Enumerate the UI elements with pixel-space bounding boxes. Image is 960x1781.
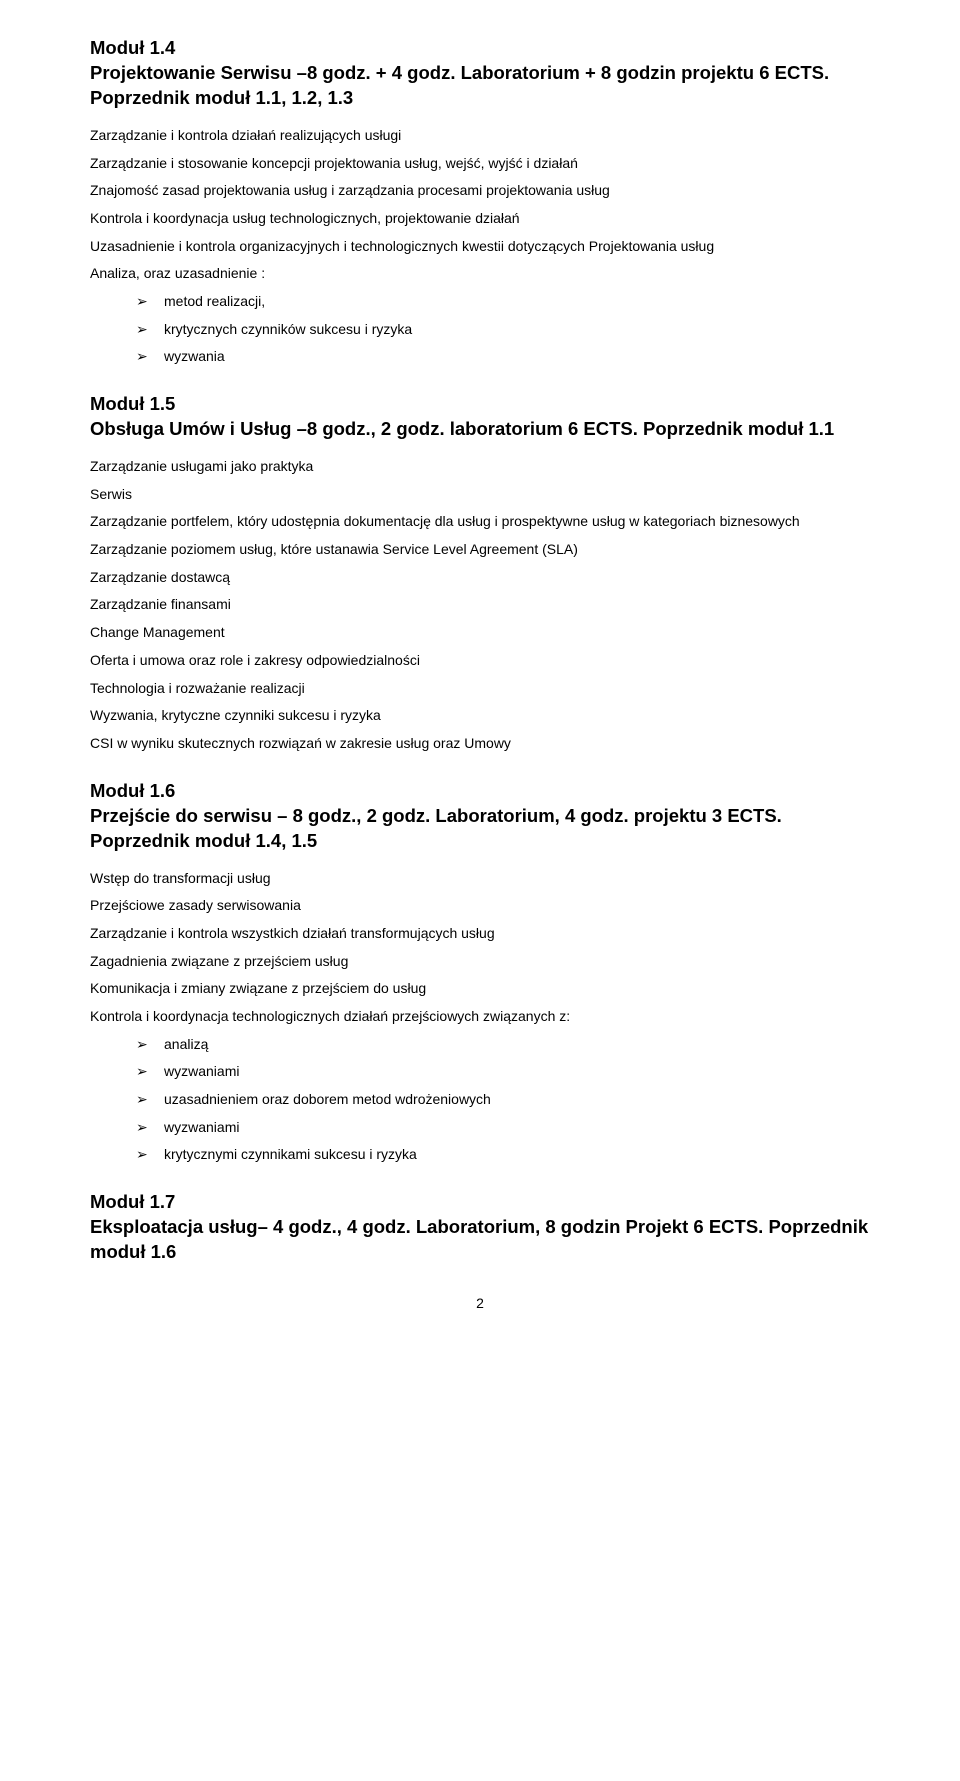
list-item: wyzwaniami <box>136 1117 870 1139</box>
document-page: Moduł 1.4 Projektowanie Serwisu –8 godz.… <box>0 0 960 1351</box>
module-1-5-line: Zarządzanie finansami <box>90 594 870 616</box>
module-1-6-line: Zagadnienia związane z przejściem usług <box>90 951 870 973</box>
module-1-5-line: Zarządzanie dostawcą <box>90 567 870 589</box>
module-1-4-line: Kontrola i koordynacja usług technologic… <box>90 208 870 230</box>
module-1-7-title-line-1: Moduł 1.7 <box>90 1191 175 1212</box>
module-1-6-title-line-1: Moduł 1.6 <box>90 780 175 801</box>
list-item: krytycznych czynników sukcesu i ryzyka <box>136 319 870 341</box>
module-1-4-title: Moduł 1.4 Projektowanie Serwisu –8 godz.… <box>90 36 870 111</box>
module-1-5-line: Zarządzanie portfelem, który udostępnia … <box>90 511 870 533</box>
module-1-6-line: Komunikacja i zmiany związane z przejści… <box>90 978 870 1000</box>
module-1-4-bullets: metod realizacji, krytycznych czynników … <box>90 291 870 368</box>
module-1-6-line: Kontrola i koordynacja technologicznych … <box>90 1006 870 1028</box>
module-1-4-line: Analiza, oraz uzasadnienie : <box>90 263 870 285</box>
module-1-7-title-line-2: Eksploatacja usług– 4 godz., 4 godz. Lab… <box>90 1216 868 1262</box>
module-1-4-line: Zarządzanie i kontrola działań realizują… <box>90 125 870 147</box>
module-1-5-line: Zarządzanie usługami jako praktyka <box>90 456 870 478</box>
module-1-6-title: Moduł 1.6 Przejście do serwisu – 8 godz.… <box>90 779 870 854</box>
module-1-6-title-line-2: Przejście do serwisu – 8 godz., 2 godz. … <box>90 805 782 851</box>
module-1-5-title-line-1: Moduł 1.5 <box>90 393 175 414</box>
module-1-6-bullets: analizą wyzwaniami uzasadnieniem oraz do… <box>90 1034 870 1166</box>
page-number: 2 <box>90 1295 870 1311</box>
module-1-6-line: Zarządzanie i kontrola wszystkich działa… <box>90 923 870 945</box>
module-1-4-title-line-2: Projektowanie Serwisu –8 godz. + 4 godz.… <box>90 62 829 108</box>
module-1-4-line: Uzasadnienie i kontrola organizacyjnych … <box>90 236 870 258</box>
module-1-5-line: Wyzwania, krytyczne czynniki sukcesu i r… <box>90 705 870 727</box>
module-1-5-title-line-2: Obsługa Umów i Usług –8 godz., 2 godz. l… <box>90 418 834 439</box>
module-1-4-line: Zarządzanie i stosowanie koncepcji proje… <box>90 153 870 175</box>
list-item: krytycznymi czynnikami sukcesu i ryzyka <box>136 1144 870 1166</box>
module-1-4-line: Znajomość zasad projektowania usług i za… <box>90 180 870 202</box>
module-1-5-line: Technologia i rozważanie realizacji <box>90 678 870 700</box>
module-1-7-title: Moduł 1.7 Eksploatacja usług– 4 godz., 4… <box>90 1190 870 1265</box>
module-1-5-line: Change Management <box>90 622 870 644</box>
module-1-6-line: Wstęp do transformacji usług <box>90 868 870 890</box>
module-1-5-title: Moduł 1.5 Obsługa Umów i Usług –8 godz.,… <box>90 392 870 442</box>
list-item: uzasadnieniem oraz doborem metod wdrożen… <box>136 1089 870 1111</box>
list-item: wyzwania <box>136 346 870 368</box>
module-1-5-line: CSI w wyniku skutecznych rozwiązań w zak… <box>90 733 870 755</box>
module-1-6-line: Przejściowe zasady serwisowania <box>90 895 870 917</box>
module-1-5-line: Oferta i umowa oraz role i zakresy odpow… <box>90 650 870 672</box>
module-1-5-line: Serwis <box>90 484 870 506</box>
module-1-4-title-line-1: Moduł 1.4 <box>90 37 175 58</box>
list-item: metod realizacji, <box>136 291 870 313</box>
module-1-5-line: Zarządzanie poziomem usług, które ustana… <box>90 539 870 561</box>
list-item: analizą <box>136 1034 870 1056</box>
list-item: wyzwaniami <box>136 1061 870 1083</box>
